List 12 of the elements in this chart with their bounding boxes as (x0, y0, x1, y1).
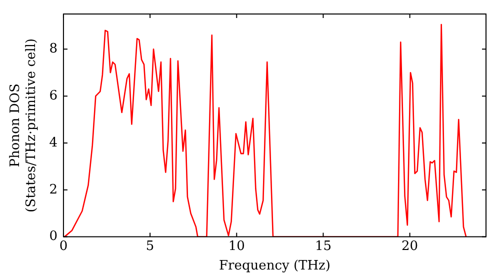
x-axis-title: Frequency (THz) (219, 258, 330, 274)
x-tick-label: 10 (228, 238, 245, 254)
x-tick-label: 15 (314, 238, 332, 254)
x-tick-label: 5 (146, 238, 154, 254)
y-tick-label: 0 (49, 229, 58, 244)
y-tick-label: 6 (49, 88, 58, 104)
x-tick-label: 20 (402, 238, 418, 254)
y-tick-label: 8 (49, 42, 58, 57)
x-tick-label: 0 (59, 238, 68, 254)
y-axis-title: Phonon DOS (States/THz·primitive cell) (8, 38, 39, 212)
y-tick-label: 4 (49, 135, 58, 150)
y-tick-label: 2 (49, 182, 58, 198)
